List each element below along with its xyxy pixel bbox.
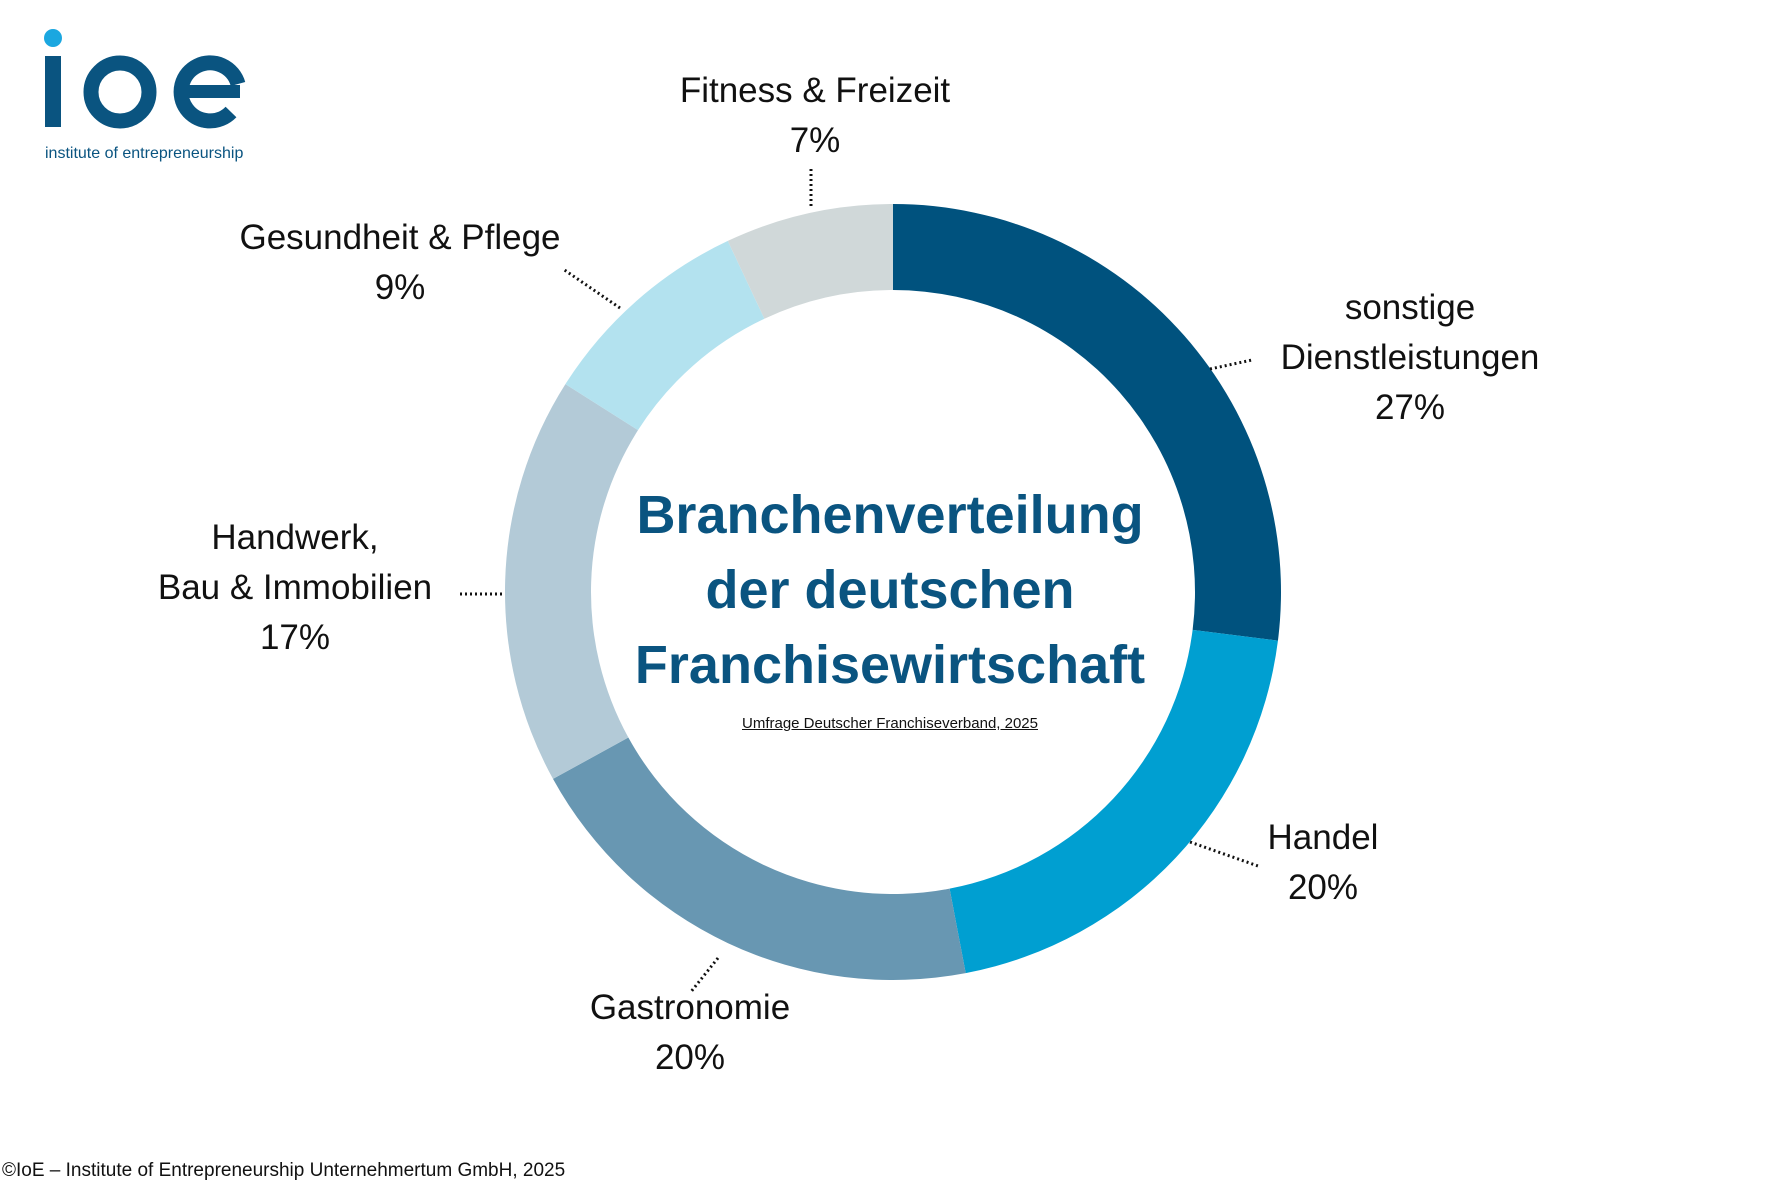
logo-e-bar [178, 85, 240, 98]
slice-label-handwerk-bau-immobilien: Handwerk, Bau & Immobilien 17% [130, 513, 460, 663]
slice-label-fitness-freizeit: Fitness & Freizeit 7% [640, 66, 990, 166]
slice-label-line: Fitness & Freizeit [679, 71, 951, 110]
chart-title-line: Branchenverteilung [636, 485, 1144, 545]
leader-line [1189, 840, 1259, 868]
slice-label-line: Gastronomie [589, 988, 791, 1027]
donut-slice [727, 204, 893, 319]
slice-value-label: 9% [374, 268, 426, 307]
donut-slices [504, 204, 1281, 980]
copyright-footer: ©IoE – Institute of Entrepreneurship Unt… [2, 1160, 566, 1181]
ioe-logo: institute of entrepreneurship [44, 29, 246, 162]
donut-slice [552, 737, 966, 980]
slice-value-label: 27% [1374, 388, 1446, 427]
leader-line [1209, 358, 1253, 371]
slice-value-label: 20% [1287, 868, 1359, 907]
logo-dot [44, 29, 62, 47]
leader-lines [460, 168, 1259, 994]
chart-title: Branchenverteilung der deutschen Franchi… [560, 478, 1220, 703]
slice-label-line: Handel [1267, 818, 1379, 857]
logo-i-stem [45, 56, 61, 127]
logo-o [83, 55, 157, 129]
slice-label-line: Dienstleistungen [1280, 338, 1540, 377]
slice-label-gesundheit-pflege: Gesundheit & Pflege 9% [220, 213, 580, 313]
donut-slice [949, 629, 1278, 974]
slice-value-label: 20% [654, 1038, 726, 1077]
logo-e-arc [173, 55, 246, 129]
donut-slice [893, 204, 1281, 641]
donut-slice [504, 384, 639, 779]
slice-label-line: Gesundheit & Pflege [239, 218, 561, 257]
slice-label-handel: Handel 20% [1223, 813, 1423, 913]
slice-label-line: Bau & Immobilien [157, 568, 433, 607]
donut-slice [565, 240, 765, 431]
chart-title-line: der deutschen [705, 560, 1075, 620]
slice-value-label: 17% [259, 618, 331, 657]
slice-label-line: Handwerk, [211, 518, 379, 557]
chart-source-link[interactable]: Umfrage Deutscher Franchiseverband, 2025 [742, 715, 1038, 732]
logo-tagline: institute of entrepreneurship [45, 145, 243, 162]
slice-label-gastronomie: Gastronomie 20% [550, 983, 830, 1083]
leader-line [562, 267, 621, 310]
slice-value-label: 7% [789, 121, 841, 160]
chart-title-line: Franchisewirtschaft [634, 635, 1146, 695]
slice-label-line: sonstige [1344, 288, 1476, 327]
slice-label-sonstige-dienstleistungen: sonstige Dienstleistungen 27% [1250, 283, 1570, 433]
